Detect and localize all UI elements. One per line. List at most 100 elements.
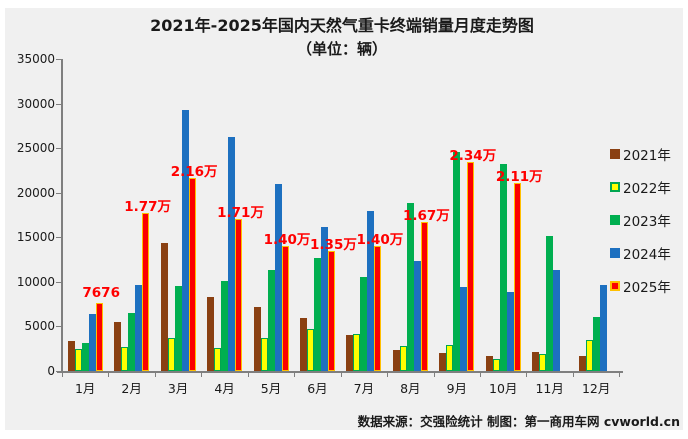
bar-2022年-6月 bbox=[306, 329, 314, 371]
bar-2021年-5月 bbox=[253, 306, 261, 371]
bar-2024年-12月 bbox=[599, 285, 607, 371]
x-axis-label: 8月 bbox=[400, 381, 421, 396]
x-axis-tick bbox=[619, 373, 621, 377]
source-credit: 数据来源：交强险统计 制图：第一商用车网 cvworld.cn bbox=[357, 414, 680, 429]
x-axis-tick bbox=[61, 373, 63, 377]
bar-2024年-7月 bbox=[367, 211, 375, 371]
x-axis-tick bbox=[247, 373, 249, 377]
data-label-2025-9月: 2.34万 bbox=[449, 148, 497, 165]
x-axis-tick bbox=[294, 373, 296, 377]
legend-item-2021年: 2021年 bbox=[610, 144, 671, 164]
y-axis-tick bbox=[56, 59, 61, 60]
legend-label: 2025年 bbox=[623, 280, 671, 296]
bar-2022年-7月 bbox=[353, 333, 361, 371]
bar-2023年-10月 bbox=[499, 164, 507, 371]
bar-2024年-1月 bbox=[88, 313, 96, 371]
x-axis-tick bbox=[480, 373, 482, 377]
bar-2024年-5月 bbox=[274, 183, 282, 371]
x-axis-label: 4月 bbox=[214, 381, 235, 396]
legend-label: 2024年 bbox=[623, 247, 671, 263]
bar-2024年-6月 bbox=[320, 227, 328, 371]
bar-2023年-2月 bbox=[128, 313, 136, 371]
legend-swatch-icon bbox=[610, 149, 620, 159]
legend: 2021年 2022年 2023年 2024年 2025年 bbox=[610, 144, 671, 296]
x-axis-label: 9月 bbox=[446, 381, 468, 396]
x-axis-label: 2月 bbox=[121, 381, 142, 396]
bar-2024年-4月 bbox=[228, 136, 236, 371]
x-axis-label: 10月 bbox=[489, 381, 518, 396]
data-label-2025-2月: 1.77万 bbox=[124, 199, 172, 216]
bar-2022年-9月 bbox=[446, 345, 454, 371]
x-axis-tick bbox=[572, 373, 574, 377]
x-axis-label: 7月 bbox=[353, 381, 375, 396]
bar-2025年-2月 bbox=[142, 213, 150, 371]
bar-2024年-11月 bbox=[553, 270, 561, 371]
bar-2021年-7月 bbox=[346, 335, 354, 371]
bar-2023年-8月 bbox=[406, 202, 414, 371]
bar-2021年-12月 bbox=[578, 355, 586, 371]
bar-2023年-5月 bbox=[267, 270, 275, 371]
y-axis-tick bbox=[56, 326, 61, 328]
bar-2025年-5月 bbox=[281, 246, 289, 371]
x-axis-label: 11月 bbox=[535, 381, 564, 396]
legend-item-2024年: 2024年 bbox=[610, 243, 671, 263]
bar-2022年-11月 bbox=[539, 354, 547, 371]
data-label-2025-8月: 1.67万 bbox=[402, 208, 450, 225]
data-label-2025-6月: 1.35万 bbox=[310, 236, 357, 253]
y-axis-label: 10000 bbox=[16, 274, 55, 289]
bar-2021年-1月 bbox=[67, 340, 75, 371]
y-axis-label: 20000 bbox=[16, 185, 55, 200]
bar-2021年-4月 bbox=[207, 297, 215, 371]
x-axis-tick bbox=[433, 373, 435, 377]
x-axis-label: 6月 bbox=[307, 381, 328, 396]
bar-2025年-8月 bbox=[420, 222, 428, 371]
bar-2022年-8月 bbox=[399, 346, 407, 371]
chart-title-block: 2021年-2025年国内天然气重卡终端销量月度走势图 （单位：辆） bbox=[62, 14, 622, 60]
bar-2023年-4月 bbox=[221, 280, 229, 371]
bar-2022年-12月 bbox=[585, 339, 593, 371]
data-label-2025-7月: 1.40万 bbox=[356, 232, 404, 249]
bar-2025年-10月 bbox=[513, 182, 521, 371]
y-axis-label: 5000 bbox=[24, 319, 55, 334]
bar-2021年-9月 bbox=[439, 353, 447, 371]
bar-2024年-8月 bbox=[413, 261, 421, 371]
x-axis-label: 5月 bbox=[260, 381, 282, 396]
x-axis-line bbox=[57, 371, 623, 373]
y-axis-label: 0 bbox=[47, 364, 55, 378]
x-axis-tick bbox=[387, 373, 389, 377]
bar-2025年-9月 bbox=[467, 162, 475, 371]
bar-2022年-5月 bbox=[260, 338, 268, 371]
legend-label: 2023年 bbox=[623, 214, 671, 230]
x-axis-tick bbox=[340, 373, 342, 377]
bar-2021年-6月 bbox=[299, 318, 307, 371]
data-label-2025-5月: 1.40万 bbox=[263, 232, 311, 249]
bar-2023年-9月 bbox=[453, 151, 461, 371]
x-axis-label: 12月 bbox=[581, 381, 611, 396]
bar-2021年-3月 bbox=[160, 242, 168, 371]
data-label-2025-10月: 2.11万 bbox=[495, 168, 543, 185]
y-axis-label: 25000 bbox=[16, 141, 55, 156]
y-axis-label: 35000 bbox=[16, 52, 55, 66]
bar-2022年-3月 bbox=[167, 338, 175, 371]
y-axis-label: 15000 bbox=[16, 230, 55, 245]
bar-2021年-11月 bbox=[532, 352, 540, 371]
x-axis-tick bbox=[201, 373, 203, 377]
bar-2025年-1月 bbox=[95, 302, 103, 371]
x-axis-tick bbox=[108, 373, 110, 377]
data-label-2025-4月: 1.71万 bbox=[217, 204, 264, 221]
bar-2025年-6月 bbox=[327, 250, 335, 371]
bar-2025年-4月 bbox=[235, 218, 243, 371]
legend-swatch-icon bbox=[610, 215, 620, 225]
y-axis-tick bbox=[56, 148, 61, 150]
bar-2022年-1月 bbox=[74, 348, 82, 371]
bar-2022年-10月 bbox=[492, 359, 500, 371]
bar-2022年-4月 bbox=[214, 347, 222, 371]
bar-2023年-7月 bbox=[360, 277, 368, 371]
legend-item-2025年: 2025年 bbox=[610, 276, 671, 296]
legend-item-2022年: 2022年 bbox=[610, 177, 671, 197]
bar-2024年-10月 bbox=[506, 291, 514, 371]
bar-2025年-3月 bbox=[188, 178, 196, 371]
chart-title: 2021年-2025年国内天然气重卡终端销量月度走势图 bbox=[150, 16, 534, 35]
bar-2024年-3月 bbox=[181, 109, 189, 371]
